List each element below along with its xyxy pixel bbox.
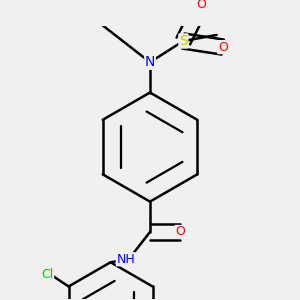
Text: O: O xyxy=(196,0,206,11)
Text: O: O xyxy=(176,225,185,239)
Text: O: O xyxy=(218,40,228,54)
Text: Cl: Cl xyxy=(41,268,53,281)
Text: NH: NH xyxy=(116,253,135,266)
Text: N: N xyxy=(145,55,155,69)
Text: S: S xyxy=(179,34,188,48)
